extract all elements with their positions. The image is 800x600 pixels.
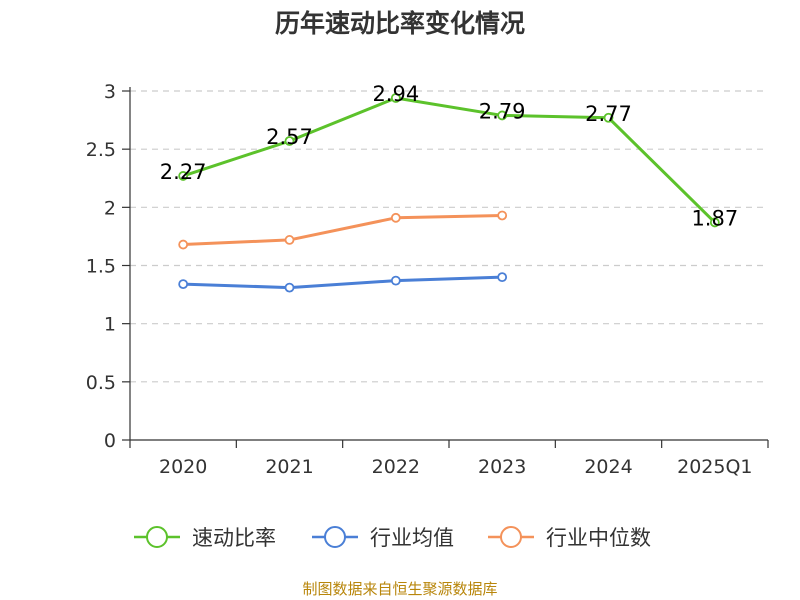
y-tick-label: 3 bbox=[104, 81, 116, 103]
data-point bbox=[497, 272, 508, 283]
data-label: 2.79 bbox=[479, 99, 526, 123]
series-line bbox=[183, 275, 503, 290]
y-tick-label: 1 bbox=[104, 314, 116, 336]
y-tick-label: 2 bbox=[104, 197, 116, 219]
legend-label: 行业均值 bbox=[370, 526, 454, 550]
y-tick-label: 1.5 bbox=[86, 256, 116, 278]
y-tick-label: 0 bbox=[104, 430, 116, 452]
y-tick-label: 2.5 bbox=[86, 139, 116, 161]
series-line bbox=[182, 96, 716, 224]
legend-marker bbox=[500, 526, 522, 548]
data-labels: 2.27 2.57 2.94 2.79 2.77 1.87 bbox=[160, 82, 738, 230]
data-point bbox=[284, 282, 295, 293]
data-point bbox=[178, 239, 189, 250]
x-tick-label: 2025Q1 bbox=[677, 456, 752, 478]
data-point bbox=[709, 217, 720, 228]
data-point bbox=[390, 275, 401, 286]
x-tick-label: 2024 bbox=[584, 456, 632, 478]
legend: 速动比率 行业均值 行业中位数 bbox=[134, 526, 651, 550]
series-line bbox=[183, 213, 503, 247]
axes: 0 0.5 1 1.5 2 2.5 3 2020 2021 2022 2023 2024 2025Q1 bbox=[86, 81, 769, 478]
data-point bbox=[497, 210, 508, 221]
legend-marker bbox=[324, 526, 346, 548]
data-point bbox=[390, 93, 401, 103]
x-tick-label: 2020 bbox=[159, 456, 207, 478]
data-point bbox=[178, 279, 189, 290]
series-layer bbox=[178, 93, 720, 293]
data-label: 2.77 bbox=[585, 102, 632, 126]
data-point bbox=[284, 235, 295, 245]
y-tick-label: 0.5 bbox=[86, 372, 116, 394]
data-source-note: 制图数据来自恒生聚源数据库 bbox=[302, 580, 498, 598]
data-label: 1.87 bbox=[691, 206, 738, 230]
x-tick-label: 2023 bbox=[478, 456, 526, 478]
data-label: 2.94 bbox=[372, 82, 419, 106]
data-point bbox=[603, 112, 614, 123]
data-label: 2.57 bbox=[266, 125, 313, 149]
data-point bbox=[497, 110, 508, 121]
data-point bbox=[284, 136, 295, 146]
grid-lines bbox=[130, 90, 768, 383]
x-tick-label: 2021 bbox=[265, 456, 313, 478]
data-label: 2.27 bbox=[160, 160, 207, 184]
data-point bbox=[178, 171, 189, 181]
legend-marker bbox=[146, 526, 168, 548]
legend-label: 速动比率 bbox=[192, 526, 276, 550]
legend-label: 行业中位数 bbox=[546, 526, 651, 550]
x-tick-label: 2022 bbox=[372, 456, 420, 478]
data-point bbox=[390, 212, 401, 223]
chart-title: 历年速动比率变化情况 bbox=[274, 9, 525, 38]
